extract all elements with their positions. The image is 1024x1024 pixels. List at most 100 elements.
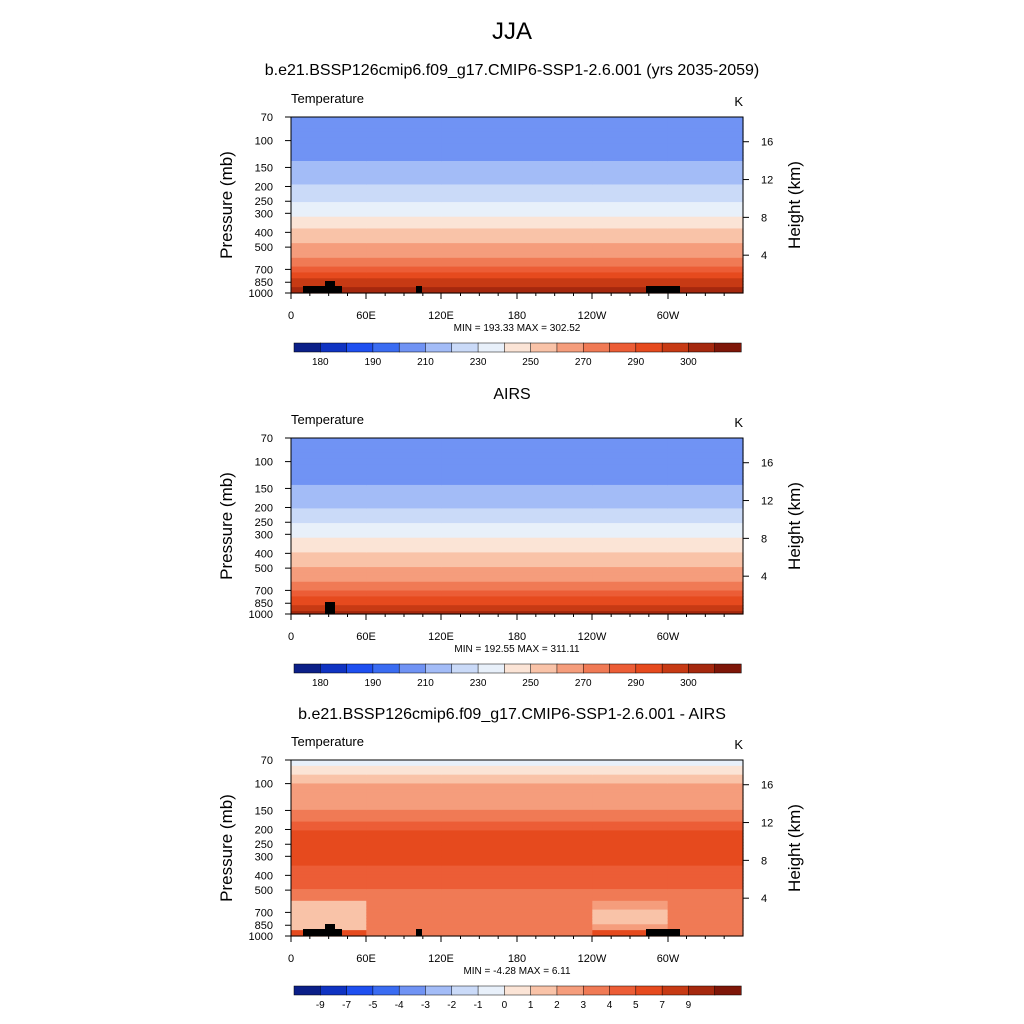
field-cell — [291, 482, 367, 486]
field-cell — [291, 853, 367, 858]
field-cell — [366, 927, 443, 931]
field-cell — [441, 537, 518, 542]
field-cell — [517, 458, 593, 463]
colorbar-box — [556, 342, 584, 353]
field-cell — [592, 786, 669, 790]
min-max-stats: MIN = -4.28 MAX = 6.11 — [463, 966, 571, 977]
field-cell — [667, 543, 744, 548]
field-cell — [291, 446, 367, 451]
field-cell — [592, 762, 669, 767]
field-cell — [667, 446, 744, 451]
field-cell — [667, 470, 744, 474]
field-cell — [291, 228, 367, 232]
field-cell — [667, 801, 744, 805]
field-cell — [517, 572, 593, 577]
field-cell — [667, 874, 744, 878]
field-cell — [441, 479, 518, 483]
field-cell — [291, 461, 367, 465]
field-cell — [592, 590, 669, 595]
field-cell — [667, 836, 744, 840]
field-cell — [592, 868, 669, 873]
field-cell — [291, 520, 367, 524]
pressure-tick-label: 850 — [255, 920, 273, 932]
field-cell — [366, 859, 443, 864]
field-cell — [517, 801, 593, 805]
field-cell — [291, 818, 367, 823]
field-cell — [441, 877, 518, 881]
field-cell — [366, 549, 443, 553]
field-cell — [291, 839, 367, 843]
field-cell — [592, 880, 669, 884]
field-cell — [366, 275, 443, 279]
field-cell — [366, 833, 443, 837]
field-cell — [366, 526, 443, 530]
field-cell — [366, 792, 443, 796]
x-tick-label: 120E — [428, 631, 454, 643]
field-cell — [667, 774, 744, 779]
topography-mask — [646, 286, 680, 293]
pressure-axis-title: Pressure (mb) — [217, 151, 236, 259]
field-cell — [517, 526, 593, 530]
field-cell — [592, 210, 669, 215]
field-cell — [592, 927, 669, 931]
field-cell — [441, 862, 518, 867]
field-cell — [366, 581, 443, 586]
field-cell — [592, 269, 669, 274]
field-cell — [592, 137, 669, 142]
x-tick-label: 60E — [356, 953, 376, 965]
height-axis-title: Height (km) — [785, 161, 804, 249]
field-cell — [366, 249, 443, 253]
field-cell — [291, 169, 367, 174]
field-cell — [517, 862, 593, 867]
field-cell — [366, 789, 443, 793]
field-cell — [366, 848, 443, 852]
field-cell — [517, 528, 593, 533]
field-cell — [517, 558, 593, 562]
field-cell — [366, 865, 443, 870]
field-cell — [517, 792, 593, 796]
field-cell — [667, 859, 744, 864]
panel-1-title: b.e21.BSSP126cmip6.f09_g17.CMIP6-SSP1-2.… — [264, 62, 760, 79]
height-tick-label: 4 — [761, 571, 767, 583]
field-cell — [366, 534, 443, 539]
field-cell — [592, 260, 669, 265]
field-cell — [441, 490, 518, 495]
field-cell — [291, 915, 367, 919]
field-cell — [366, 892, 443, 896]
field-cell — [366, 883, 443, 887]
field-cell — [517, 219, 593, 224]
field-cell — [592, 152, 669, 156]
pressure-tick-label: 500 — [255, 242, 273, 254]
field-cell — [592, 490, 669, 495]
field-cell — [441, 880, 518, 884]
field-cell — [441, 493, 518, 498]
field-cell — [517, 531, 593, 536]
field-cell — [366, 187, 443, 191]
field-cell — [592, 602, 669, 606]
field-cell — [667, 449, 744, 454]
field-cell — [517, 143, 593, 147]
field-cell — [366, 774, 443, 779]
field-cell — [441, 269, 518, 274]
field-cell — [291, 552, 367, 556]
field-cell — [592, 930, 669, 934]
field-cell — [517, 804, 593, 808]
field-cell — [517, 254, 593, 259]
height-tick-label: 16 — [761, 458, 773, 470]
x-tick-label: 180 — [508, 953, 526, 965]
field-cell — [667, 894, 744, 899]
field-cell — [517, 269, 593, 274]
field-cell — [517, 549, 593, 553]
field-cell — [517, 912, 593, 917]
field-cell — [366, 821, 443, 826]
field-cell — [667, 608, 744, 612]
field-cell — [441, 205, 518, 209]
pressure-tick-label: 200 — [255, 502, 273, 514]
field-cell — [517, 611, 593, 615]
field-cell — [291, 178, 367, 183]
field-cell — [517, 818, 593, 823]
field-cell — [291, 871, 367, 875]
field-cell — [667, 839, 744, 843]
field-cell — [667, 842, 744, 846]
field-cell — [441, 499, 518, 504]
